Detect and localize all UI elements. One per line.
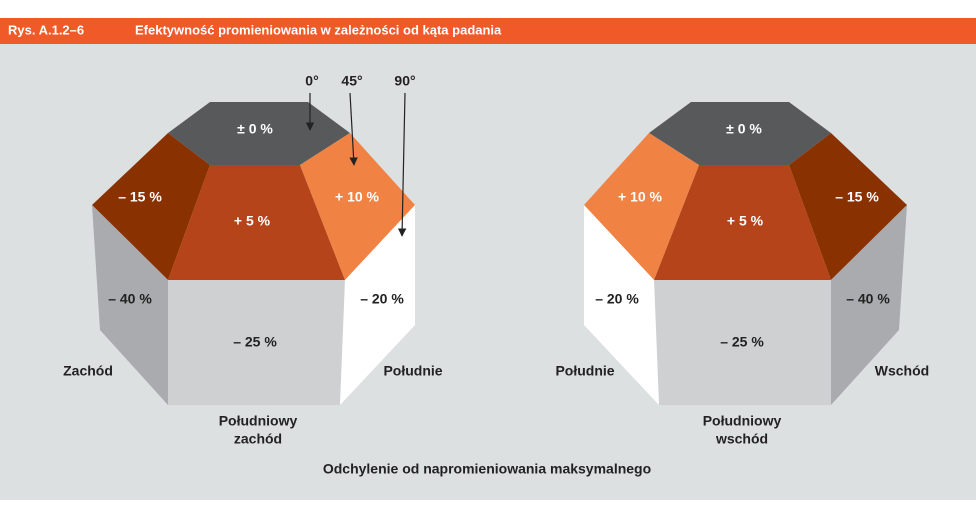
face: [168, 102, 350, 165]
arrow: [349, 92, 358, 166]
face: [92, 133, 210, 280]
face-label: – 25 %: [233, 334, 277, 350]
direction-label: Południe: [555, 363, 614, 379]
face: [92, 205, 168, 405]
face-label: ± 0 %: [726, 121, 762, 137]
face: [654, 165, 831, 280]
face: [649, 102, 831, 165]
face-label: + 10 %: [618, 189, 663, 205]
face: [168, 165, 345, 280]
face-label: – 15 %: [835, 189, 879, 205]
face-label: – 25 %: [720, 334, 764, 350]
arrow: [397, 92, 407, 237]
figure-number: Rys. A.1.2–6: [8, 22, 84, 37]
face-label: – 15 %: [118, 189, 162, 205]
direction-label: wschód: [715, 431, 768, 447]
direction-label: Południowy: [703, 413, 782, 429]
face-label: ± 0 %: [237, 121, 273, 137]
face-label: – 20 %: [595, 291, 639, 307]
angle-label: 90°: [394, 73, 415, 89]
polyhedron-left: [92, 102, 415, 405]
direction-label: zachód: [234, 431, 282, 447]
polyhedron-right: [584, 102, 907, 405]
direction-label: Zachód: [63, 363, 113, 379]
face-label: – 40 %: [108, 291, 152, 307]
header-bar: [0, 18, 976, 44]
angle-label: 45°: [341, 73, 362, 89]
direction-label: Południowy: [219, 413, 298, 429]
face-label: – 20 %: [360, 291, 404, 307]
face-label: + 5 %: [234, 213, 271, 229]
face: [168, 280, 345, 405]
face: [789, 133, 907, 280]
face: [300, 133, 415, 280]
caption: Odchylenie od napromieniowania maksymaln…: [323, 461, 651, 477]
face: [584, 205, 659, 405]
face-label: + 10 %: [335, 189, 380, 205]
face-label: + 5 %: [727, 213, 764, 229]
direction-label: Wschód: [875, 363, 929, 379]
direction-label: Południe: [383, 363, 442, 379]
angle-label: 0°: [305, 73, 318, 89]
face: [654, 280, 831, 405]
header-title: Efektywność promieniowania w zależności …: [135, 22, 502, 37]
face-label: – 40 %: [846, 291, 890, 307]
face: [831, 205, 907, 405]
face: [584, 133, 699, 280]
face: [340, 205, 415, 405]
